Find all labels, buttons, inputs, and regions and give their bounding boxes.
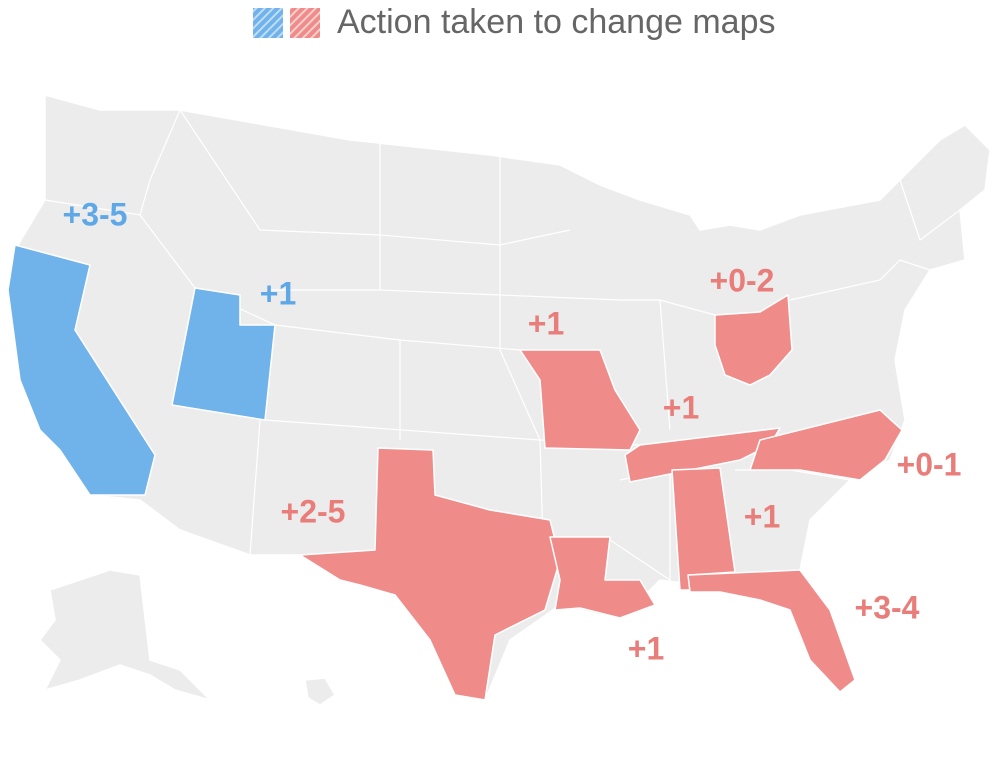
alaska [39,569,211,701]
legend-swatch [290,8,320,38]
state-florida [687,569,856,693]
seat-change-label: +0-1 [897,446,962,482]
state-california [7,244,156,496]
legend-swatch [253,8,283,38]
seat-change-label: +1 [628,630,664,666]
hawaii [304,677,336,706]
annotations: +3-5 +1 +0-2 +1 +1 +0-1 +2-5 +1 +3-4 +1 [63,196,962,666]
state-utah [171,287,276,421]
seat-change-label: +1 [528,305,564,341]
seat-change-label: +1 [260,275,296,311]
seat-change-label: +2-5 [281,493,346,529]
state-louisiana [549,536,656,619]
seat-change-label: +1 [663,389,699,425]
state-missouri [519,349,641,451]
state-texas [299,447,561,701]
legend-label: Action taken to change maps [337,3,776,41]
seat-change-label: +1 [744,498,780,534]
seat-change-label: +3-4 [855,589,920,625]
state-ohio [714,294,793,386]
seat-change-label: +0-2 [710,262,775,298]
seat-change-label: +3-5 [63,196,128,232]
state-north-carolina [749,409,903,481]
us-map [7,94,991,706]
